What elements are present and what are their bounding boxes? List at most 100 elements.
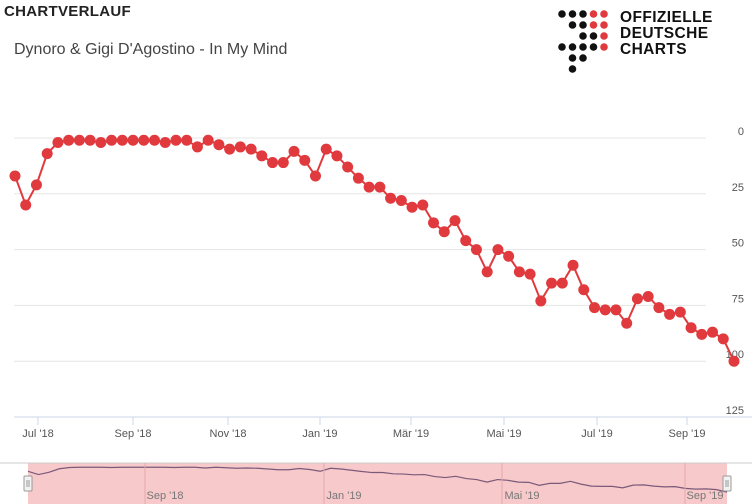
data-point [213, 139, 225, 151]
x-tick-label: Sep '19 [669, 428, 706, 440]
logo-dot [568, 65, 577, 73]
x-tick-label: Mai '19 [486, 428, 521, 440]
navigator-tick-label: Sep '18 [147, 490, 184, 502]
x-tick-label: Jan '19 [302, 428, 337, 440]
data-point [395, 194, 407, 206]
data-point [685, 322, 697, 334]
logo-dot [568, 43, 577, 51]
logo-dot [568, 21, 577, 29]
data-point [245, 143, 257, 155]
logo-dot [579, 32, 587, 40]
x-tick-label: Sep '18 [115, 428, 152, 440]
logo-dot [579, 10, 587, 18]
data-point [202, 134, 214, 146]
handle-body [23, 475, 33, 492]
logo-dot [579, 21, 587, 29]
navigator-tick-label: Jan '19 [326, 490, 361, 502]
logo-dot [579, 43, 587, 51]
data-point [352, 172, 364, 184]
data-point [460, 235, 472, 247]
y-tick-label: 75 [732, 293, 744, 305]
handle-body [722, 475, 732, 492]
data-point [320, 143, 332, 155]
data-point [309, 170, 321, 182]
x-tick-label: Nov '18 [210, 428, 247, 440]
data-point [170, 134, 182, 146]
data-point [428, 217, 440, 229]
logo-dot [558, 10, 566, 18]
data-point [73, 134, 85, 146]
logo-line-3: CHARTS [620, 41, 687, 58]
data-point [299, 154, 311, 166]
data-point [535, 295, 547, 307]
x-tick-label: Jul '19 [581, 428, 612, 440]
navigator-series-line [27, 466, 728, 493]
logo-line-1: OFFIZIELLE [620, 9, 713, 26]
navigator-handle-right[interactable] [722, 475, 732, 492]
data-point [52, 136, 64, 148]
data-point [653, 302, 665, 314]
y-tick-label: 0 [738, 126, 744, 138]
x-tick-label: Jul '18 [22, 428, 53, 440]
data-point [363, 181, 375, 193]
x-tick-label: Mär '19 [393, 428, 429, 440]
logo-dot [589, 32, 598, 40]
data-point [556, 277, 568, 289]
offizielle-deutsche-charts-logo: OFFIZIELLE DEUTSCHE CHARTS [556, 8, 746, 74]
logo-text: OFFIZIELLE DEUTSCHE CHARTS [620, 10, 713, 58]
data-point [513, 266, 525, 278]
y-tick-label: 50 [732, 238, 744, 250]
y-tick-label: 125 [726, 405, 744, 417]
data-point [138, 134, 150, 146]
y-tick-label: 25 [732, 182, 744, 194]
data-point [149, 134, 161, 146]
data-point [288, 145, 300, 157]
logo-dot [589, 10, 598, 18]
data-point [610, 304, 622, 316]
data-point [631, 293, 643, 305]
data-point [503, 250, 515, 262]
data-point [63, 134, 75, 146]
data-point [116, 134, 128, 146]
logo-dot [558, 43, 566, 51]
data-point [696, 328, 708, 340]
data-point [728, 355, 740, 367]
data-point [277, 157, 289, 169]
logo-dot [600, 43, 608, 51]
song-title: Dynoro & Gigi D'Agostino - In My Mind [14, 41, 288, 58]
data-point [224, 143, 236, 155]
navigator-selection [28, 463, 727, 504]
data-point [546, 277, 558, 289]
data-point [449, 215, 461, 227]
data-point [621, 317, 633, 329]
logo-dot [579, 54, 587, 62]
logo-dot [600, 32, 608, 40]
data-point [578, 284, 590, 296]
logo-dot [589, 43, 598, 51]
data-point [191, 141, 203, 153]
data-point [106, 134, 118, 146]
data-point [159, 136, 171, 148]
data-point [642, 290, 654, 302]
logo-dots-icon [558, 10, 608, 73]
logo-dot [600, 21, 608, 29]
logo-line-2: DEUTSCHE [620, 25, 709, 42]
data-point [707, 326, 719, 338]
page-title: CHARTVERLAUF [4, 3, 131, 20]
data-point [9, 170, 21, 182]
navigator-tick-label: Mai '19 [504, 490, 539, 502]
data-point [331, 150, 343, 162]
data-point [127, 134, 139, 146]
navigator-handle-left[interactable] [23, 475, 33, 492]
logo-dot [600, 10, 608, 18]
data-point [95, 136, 107, 148]
logo-dot [568, 54, 577, 62]
logo-dot [589, 21, 598, 29]
data-point [406, 201, 418, 213]
data-point [256, 150, 268, 162]
data-point [30, 179, 42, 191]
data-point [438, 226, 450, 238]
data-point [267, 157, 279, 169]
data-point [664, 308, 676, 320]
